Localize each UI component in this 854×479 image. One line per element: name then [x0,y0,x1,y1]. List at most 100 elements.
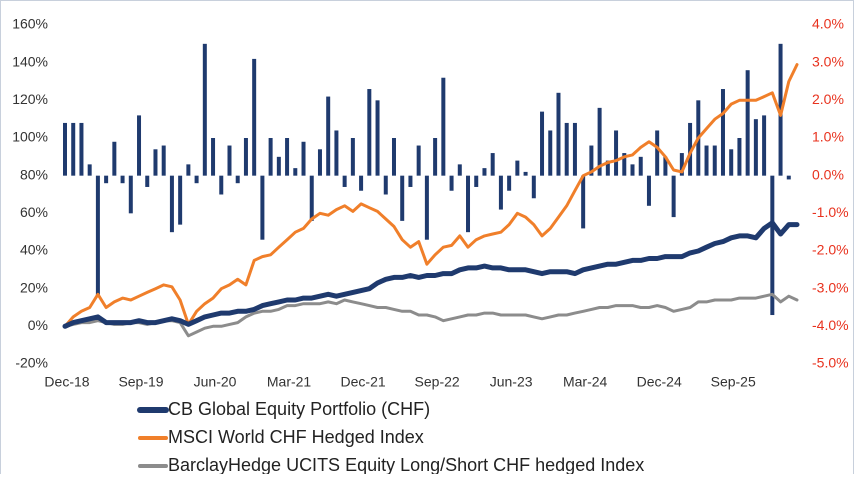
bar [202,43,207,176]
x-tick-label: Sep-25 [711,374,756,390]
bar [589,145,594,176]
bar [416,145,421,176]
bar [71,122,76,176]
bar [293,168,298,176]
bar [301,141,306,176]
bar [449,175,454,191]
y-tick-label: -20% [15,355,48,371]
y2-tick-label: -2.0% [812,242,849,258]
bar [466,175,471,233]
bar [120,175,125,184]
y-tick-label: 100% [12,129,48,145]
bar [350,138,355,176]
bar [252,58,257,176]
bar [597,107,602,176]
bar [169,175,174,233]
x-tick-label: Mar-21 [267,374,312,390]
bar [235,175,240,184]
bar [614,130,619,176]
bar [424,175,429,240]
y-tick-label: 140% [12,53,48,69]
y-tick-label: 80% [20,166,48,182]
bar [161,145,166,176]
bar [630,164,635,176]
y-tick-label: 160% [12,16,48,32]
bar [342,175,347,187]
bar [490,153,495,176]
x-tick-label: Dec-18 [44,374,89,390]
bar [671,175,676,218]
y2-tick-label: -5.0% [812,355,849,371]
bar [211,138,216,176]
bar [581,175,586,229]
bar [548,130,553,176]
bar [268,138,273,176]
bar [285,138,290,176]
bar [663,156,668,176]
y2-tick-label: -4.0% [812,317,849,333]
bar [375,100,380,176]
bar [523,171,528,176]
legend-label: BarclayHedge UCITS Equity Long/Short CHF… [168,455,644,474]
bar [334,130,339,176]
bar [128,175,133,214]
y2-tick-label: -3.0% [812,279,849,295]
bar [531,175,536,199]
bar [260,175,265,240]
bar [95,175,100,297]
bar [137,115,142,176]
bar [408,175,413,187]
bar [770,175,775,316]
bar [646,175,651,206]
bar [367,89,372,176]
x-tick-label: Dec-24 [637,374,682,390]
y2-tick-label: 4.0% [812,16,844,32]
bar [63,122,67,176]
bar [457,164,462,176]
bar [186,164,191,176]
bar [178,175,183,225]
bar [638,156,643,176]
y2-tick-label: -1.0% [812,204,849,220]
y-tick-label: 120% [12,91,48,107]
y2-tick-label: 2.0% [812,91,844,107]
x-tick-label: Sep-22 [415,374,460,390]
series-line [62,220,800,329]
series-line [63,63,799,328]
bar [317,149,322,176]
bar [753,119,758,176]
bar [153,149,158,176]
bar [87,164,92,176]
x-tick-label: Mar-24 [563,374,608,390]
bar [79,122,84,176]
series-line [63,292,799,338]
bar [720,89,725,176]
bar [556,92,561,176]
y-tick-label: 60% [20,204,48,220]
y-tick-label: 40% [20,242,48,258]
x-tick-label: Dec-21 [341,374,386,390]
legend-label: CB Global Equity Portfolio (CHF) [168,399,430,419]
bar [622,153,627,176]
bar [400,175,405,221]
legend-label: MSCI World CHF Hedged Index [168,427,424,447]
bar [762,115,767,176]
bar [540,111,545,176]
x-tick-label: Jun-20 [194,374,237,390]
bar [605,160,610,176]
bar [433,138,438,176]
bar [745,70,750,176]
bar [243,138,248,176]
bar [729,149,734,176]
bar [359,175,364,191]
y2-tick-label: 1.0% [812,129,844,145]
bar [737,138,742,176]
bar [194,175,199,184]
bar [441,77,446,176]
bar [507,175,512,191]
bar [498,175,503,210]
bar [104,175,109,184]
bar [309,175,314,221]
bar [219,175,224,195]
